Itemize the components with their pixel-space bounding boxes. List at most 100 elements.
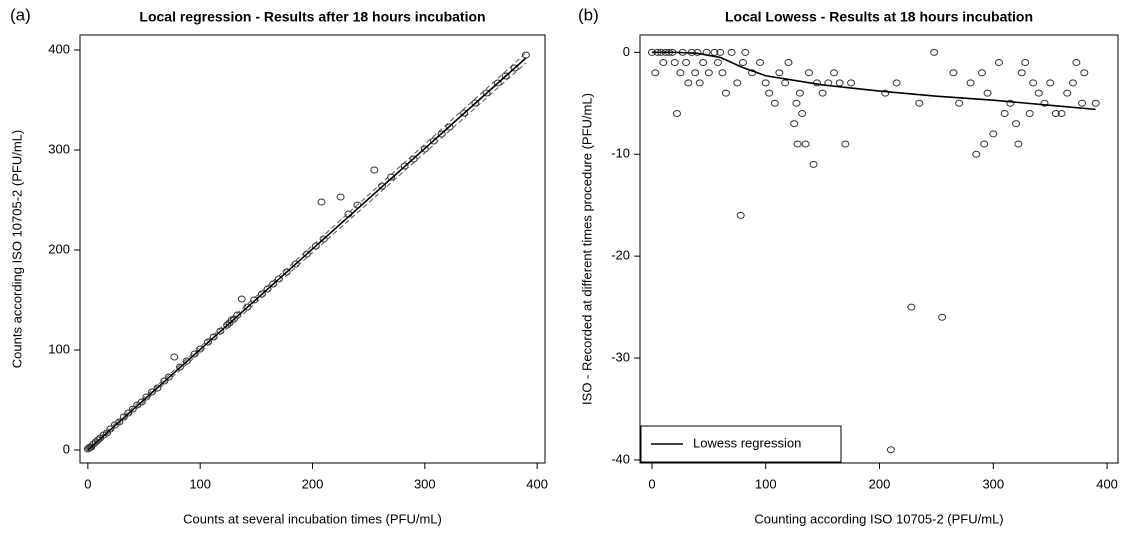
data-point xyxy=(886,446,895,454)
y-tick-label: 0 xyxy=(623,44,630,59)
data-point xyxy=(691,69,700,77)
x-tick-label: 200 xyxy=(869,476,891,491)
data-point xyxy=(721,89,730,97)
data-point xyxy=(761,79,770,87)
data-point xyxy=(733,79,742,87)
y-tick-label: 0 xyxy=(63,441,70,456)
data-point xyxy=(829,69,838,77)
data-point xyxy=(704,69,713,77)
data-point xyxy=(809,160,818,168)
panel-label: (b) xyxy=(578,5,599,24)
data-point xyxy=(994,59,1003,67)
data-point xyxy=(1080,69,1089,77)
y-tick-label: -10 xyxy=(611,146,630,161)
data-point xyxy=(672,109,681,117)
data-point xyxy=(170,353,179,361)
x-tick-label: 300 xyxy=(982,476,1004,491)
data-point xyxy=(471,99,480,107)
data-point xyxy=(736,211,745,219)
data-point xyxy=(676,69,685,77)
y-tick-label: 200 xyxy=(48,241,70,256)
y-tick-label: -20 xyxy=(611,248,630,263)
data-point xyxy=(756,59,765,67)
data-point xyxy=(713,59,722,67)
data-point xyxy=(1017,69,1026,77)
data-point xyxy=(699,59,708,67)
data-point xyxy=(718,69,727,77)
data-point xyxy=(892,79,901,87)
data-point xyxy=(847,79,856,87)
plot-frame xyxy=(639,34,1119,464)
data-point xyxy=(1072,59,1081,67)
data-point xyxy=(989,130,998,138)
data-point xyxy=(336,193,345,201)
data-point xyxy=(798,109,807,117)
data-point xyxy=(770,99,779,107)
data-point xyxy=(682,59,691,67)
data-point xyxy=(1068,79,1077,87)
data-point xyxy=(445,123,454,131)
x-tick-label: 0 xyxy=(648,476,655,491)
data-point xyxy=(966,79,975,87)
x-axis-label: Counting according ISO 10705-2 (PFU/mL) xyxy=(754,511,1003,526)
x-axis-label: Counts at several incubation times (PFU/… xyxy=(183,511,442,526)
data-point xyxy=(795,89,804,97)
data-point xyxy=(1063,89,1072,97)
x-tick-label: 400 xyxy=(526,476,548,491)
data-point xyxy=(429,137,438,145)
data-point xyxy=(983,89,992,97)
y-axis-label: ISO - Recorded at different times proced… xyxy=(579,93,594,405)
data-point xyxy=(930,48,939,56)
regression-line xyxy=(87,57,527,451)
data-point xyxy=(765,89,774,97)
data-point xyxy=(684,79,693,87)
data-point xyxy=(1091,99,1100,107)
panel-label: (a) xyxy=(10,5,31,24)
data-point xyxy=(370,166,379,174)
data-point xyxy=(793,140,802,148)
data-point xyxy=(980,140,989,148)
y-tick-label: -40 xyxy=(611,451,630,466)
data-point xyxy=(977,69,986,77)
legend-label: Lowess regression xyxy=(693,435,801,450)
data-point xyxy=(1034,89,1043,97)
data-point xyxy=(233,311,242,319)
data-point xyxy=(835,79,844,87)
data-point xyxy=(1025,109,1034,117)
data-point xyxy=(775,69,784,77)
data-point xyxy=(1029,79,1038,87)
data-point xyxy=(710,48,719,56)
data-point xyxy=(493,79,502,87)
data-point xyxy=(659,59,668,67)
data-point xyxy=(670,59,679,67)
data-point xyxy=(501,72,510,80)
data-point xyxy=(790,120,799,128)
data-point xyxy=(1051,109,1060,117)
data-point xyxy=(482,89,491,97)
y-tick-label: 100 xyxy=(48,341,70,356)
data-point xyxy=(881,89,890,97)
x-tick-label: 0 xyxy=(84,476,91,491)
chart-title: Local regression - Results after 18 hour… xyxy=(139,9,485,25)
data-point xyxy=(693,48,702,56)
data-point xyxy=(460,109,469,117)
data-point xyxy=(818,89,827,97)
y-tick-label: -30 xyxy=(611,349,630,364)
data-point xyxy=(1021,59,1030,67)
data-point xyxy=(651,69,660,77)
x-tick-label: 100 xyxy=(755,476,777,491)
x-tick-label: 400 xyxy=(1096,476,1118,491)
data-point xyxy=(792,99,801,107)
regression-line xyxy=(651,51,1096,111)
data-point xyxy=(727,48,736,56)
data-point xyxy=(250,296,259,304)
data-point xyxy=(1046,79,1055,87)
data-point xyxy=(949,69,958,77)
y-tick-label: 300 xyxy=(48,141,70,156)
data-point xyxy=(841,140,850,148)
data-point xyxy=(955,99,964,107)
data-point xyxy=(1012,120,1021,128)
data-point xyxy=(938,313,947,321)
data-point xyxy=(1014,140,1023,148)
